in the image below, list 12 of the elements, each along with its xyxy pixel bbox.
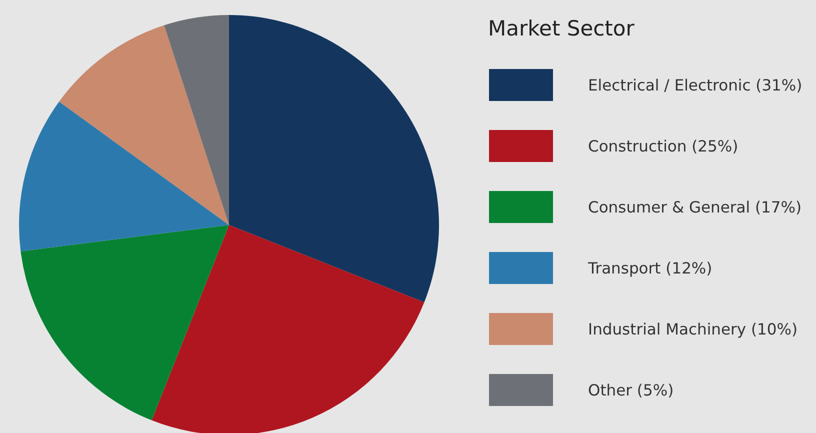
pie-slice bbox=[152, 225, 424, 433]
legend-label: Consumer & General (17%) bbox=[588, 198, 802, 216]
pie-slice bbox=[164, 15, 229, 225]
legend-label: Transport (12%) bbox=[587, 259, 712, 278]
pie-slice bbox=[20, 225, 229, 420]
legend-label: Construction (25%) bbox=[588, 137, 738, 156]
pie-slice bbox=[59, 25, 229, 225]
legend-label: Electrical / Electronic (31%) bbox=[588, 76, 802, 94]
legend-title: Market Sector bbox=[488, 16, 635, 40]
pie-slice bbox=[19, 102, 229, 252]
legend-label: Industrial Machinery (10%) bbox=[588, 320, 798, 338]
legend-label: Other (5%) bbox=[588, 381, 674, 400]
